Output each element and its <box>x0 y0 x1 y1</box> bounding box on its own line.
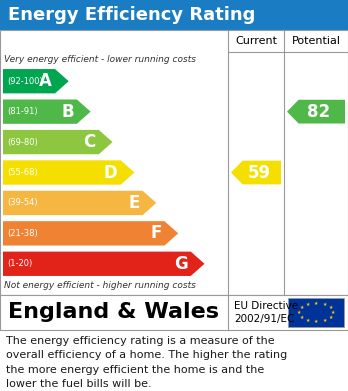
Text: (81-91): (81-91) <box>7 107 38 116</box>
Bar <box>288 298 344 327</box>
Bar <box>0 0 348 30</box>
Text: G: G <box>174 255 188 273</box>
Text: (69-80): (69-80) <box>7 138 38 147</box>
Text: 82: 82 <box>307 103 331 121</box>
Text: ★: ★ <box>314 301 318 306</box>
Polygon shape <box>231 161 281 185</box>
Text: A: A <box>39 72 52 90</box>
Text: E: E <box>128 194 140 212</box>
Text: Not energy efficient - higher running costs: Not energy efficient - higher running co… <box>4 281 196 290</box>
Text: (55-68): (55-68) <box>7 168 38 177</box>
Polygon shape <box>3 252 205 276</box>
Text: F: F <box>150 224 161 242</box>
Text: Current: Current <box>235 36 277 46</box>
Text: ★: ★ <box>322 318 326 323</box>
Text: (39-54): (39-54) <box>7 198 38 208</box>
Text: ★: ★ <box>306 302 310 307</box>
Text: England & Wales: England & Wales <box>8 303 219 323</box>
Text: ★: ★ <box>306 318 310 323</box>
Text: ★: ★ <box>297 310 301 315</box>
Polygon shape <box>3 99 90 124</box>
Text: B: B <box>61 103 74 121</box>
Polygon shape <box>287 100 345 124</box>
Text: ★: ★ <box>329 315 333 319</box>
Text: ★: ★ <box>329 305 333 310</box>
Text: Energy Efficiency Rating: Energy Efficiency Rating <box>8 6 255 24</box>
Text: (1-20): (1-20) <box>7 259 32 268</box>
Bar <box>0 30 348 295</box>
Text: Potential: Potential <box>292 36 340 46</box>
Text: ★: ★ <box>331 310 335 315</box>
Polygon shape <box>3 130 112 154</box>
Text: ★: ★ <box>299 305 304 310</box>
Text: ★: ★ <box>322 302 326 307</box>
Text: (92-100): (92-100) <box>7 77 43 86</box>
Text: ★: ★ <box>299 315 304 319</box>
Polygon shape <box>3 221 178 246</box>
Text: D: D <box>104 163 118 181</box>
Text: 59: 59 <box>247 163 270 181</box>
Text: The energy efficiency rating is a measure of the
overall efficiency of a home. T: The energy efficiency rating is a measur… <box>6 336 287 389</box>
Polygon shape <box>3 69 69 93</box>
Text: Very energy efficient - lower running costs: Very energy efficient - lower running co… <box>4 55 196 64</box>
Text: C: C <box>84 133 96 151</box>
Bar <box>0 295 348 330</box>
Text: ★: ★ <box>314 319 318 324</box>
Text: EU Directive
2002/91/EC: EU Directive 2002/91/EC <box>234 301 298 324</box>
Text: (21-38): (21-38) <box>7 229 38 238</box>
Polygon shape <box>3 191 156 215</box>
Polygon shape <box>3 160 134 185</box>
